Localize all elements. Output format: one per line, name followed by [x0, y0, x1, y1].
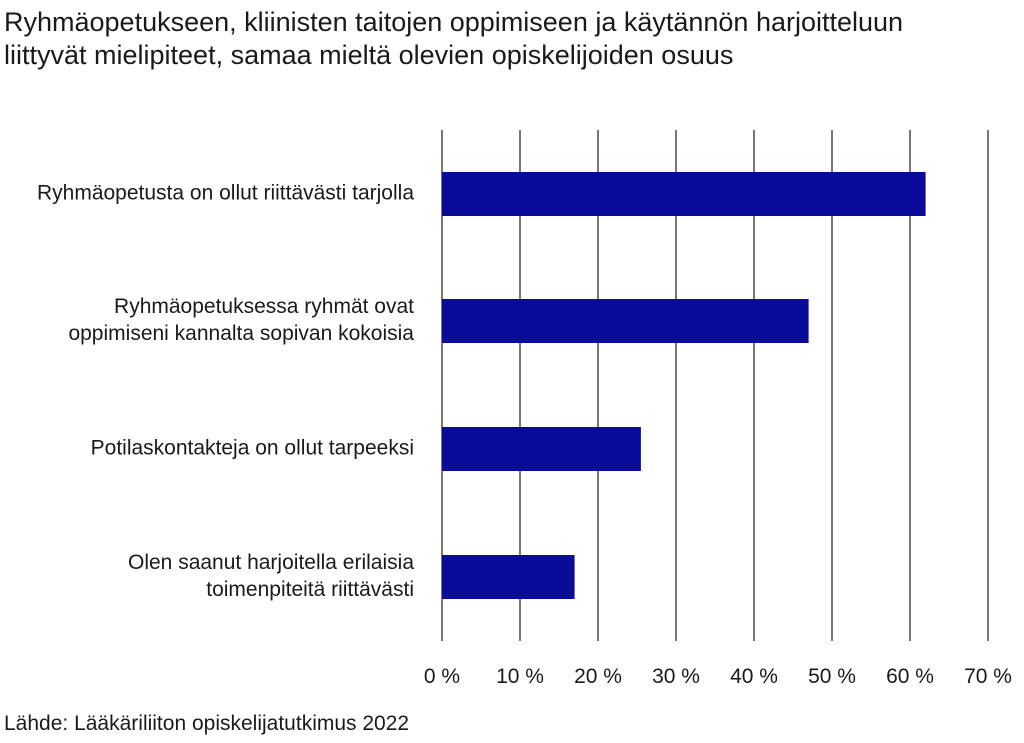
chart-title: Ryhmäopetukseen, kliinisten taitojen opp…	[4, 6, 1014, 72]
x-tick-label: 10 %	[496, 665, 544, 688]
category-label: oppimiseni kannalta sopivan kokoisia	[68, 322, 414, 345]
category-label: Ryhmäopetuksessa ryhmät ovat	[114, 295, 414, 318]
source-note: Lähde: Lääkäriliiton opiskelijatutkimus …	[4, 712, 410, 735]
x-tick-label: 70 %	[964, 665, 1012, 688]
x-tick-label: 0 %	[424, 665, 460, 688]
x-tick-label: 60 %	[886, 665, 934, 688]
bar-1	[442, 299, 809, 343]
category-label: Olen saanut harjoitella erilaisia	[128, 551, 414, 574]
x-tick-label: 40 %	[730, 665, 778, 688]
category-label: Potilaskontakteja on ollut tarpeeksi	[91, 437, 414, 460]
chart-title-line-1: Ryhmäopetukseen, kliinisten taitojen opp…	[4, 7, 904, 37]
bar-2	[442, 427, 641, 471]
category-label: Ryhmäopetusta on ollut riittävästi tarjo…	[37, 182, 414, 205]
x-tick-label: 50 %	[808, 665, 856, 688]
bar-3	[442, 555, 575, 599]
bar-0	[442, 172, 926, 216]
x-tick-label: 30 %	[652, 665, 700, 688]
category-label: toimenpiteitä riittävästi	[206, 578, 414, 601]
chart-title-line-2: liittyvät mielipiteet, samaa mieltä olev…	[4, 40, 734, 70]
bar-chart: Ryhmäopetusta on ollut riittävästi tarjo…	[37, 130, 1012, 688]
x-tick-label: 20 %	[574, 665, 622, 688]
